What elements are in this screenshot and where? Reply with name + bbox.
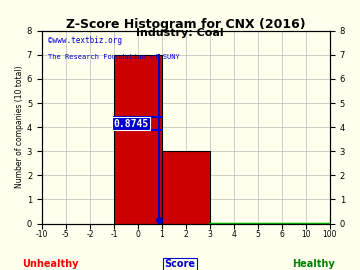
Text: Unhealthy: Unhealthy (22, 259, 78, 269)
Text: ©www.textbiz.org: ©www.textbiz.org (48, 36, 122, 45)
Y-axis label: Number of companies (10 total): Number of companies (10 total) (15, 66, 24, 188)
Title: Z-Score Histogram for CNX (2016): Z-Score Histogram for CNX (2016) (66, 18, 306, 31)
Bar (162, 151, 210, 224)
Text: The Research Foundation of SUNY: The Research Foundation of SUNY (48, 54, 179, 60)
Text: 0.8745: 0.8745 (113, 119, 148, 129)
Text: Industry: Coal: Industry: Coal (136, 28, 224, 38)
Bar (114, 55, 162, 224)
Text: Healthy: Healthy (292, 259, 334, 269)
Text: Score: Score (165, 259, 195, 269)
